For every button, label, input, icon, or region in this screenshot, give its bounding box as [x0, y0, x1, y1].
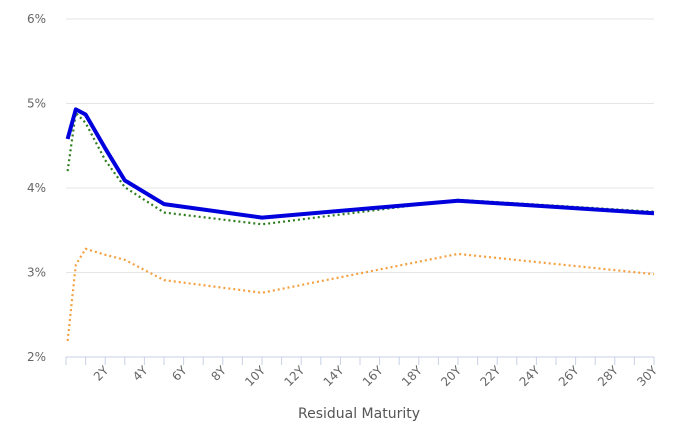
x-tick-label: 8Y — [208, 363, 229, 384]
series-line-3 — [66, 247, 655, 342]
x-tick-label: 22Y — [477, 363, 503, 389]
x-tick-label: 10Y — [242, 363, 268, 389]
series-line-1 — [65, 107, 655, 220]
x-tick-label: 6Y — [169, 363, 190, 384]
x-tick-label: 24Y — [517, 363, 543, 389]
y-axis-tick-labels: 2% 3% 4% 5% 6% — [27, 12, 46, 364]
y-tick-label: 2% — [27, 350, 46, 364]
x-tick-label: 2Y — [91, 363, 112, 384]
x-tick-label: 26Y — [556, 363, 582, 389]
y-tick-label: 6% — [27, 12, 46, 26]
x-tick-label: 18Y — [399, 363, 425, 389]
x-tick-label: 28Y — [595, 363, 621, 389]
y-tick-label: 3% — [27, 266, 46, 280]
y-tick-label: 4% — [27, 181, 46, 195]
x-axis — [65, 356, 655, 365]
x-tick-label: 20Y — [438, 363, 464, 389]
x-tick-label: 14Y — [321, 363, 347, 389]
x-tick-label: 16Y — [360, 363, 386, 389]
y-tick-label: 5% — [27, 97, 46, 111]
x-axis-label: Residual Maturity — [298, 406, 420, 422]
x-tick-label: 12Y — [281, 363, 307, 389]
x-tick-label: 4Y — [130, 363, 151, 384]
x-tick-label: 30Y — [634, 363, 660, 389]
x-axis-tick-labels: 2Y 4Y 6Y 8Y 10Y 12Y 14Y 16Y 18Y 20Y 22Y 24Y 26Y 28Y 30… — [91, 363, 661, 389]
gridlines — [66, 18, 654, 273]
series-lines — [65, 107, 655, 342]
